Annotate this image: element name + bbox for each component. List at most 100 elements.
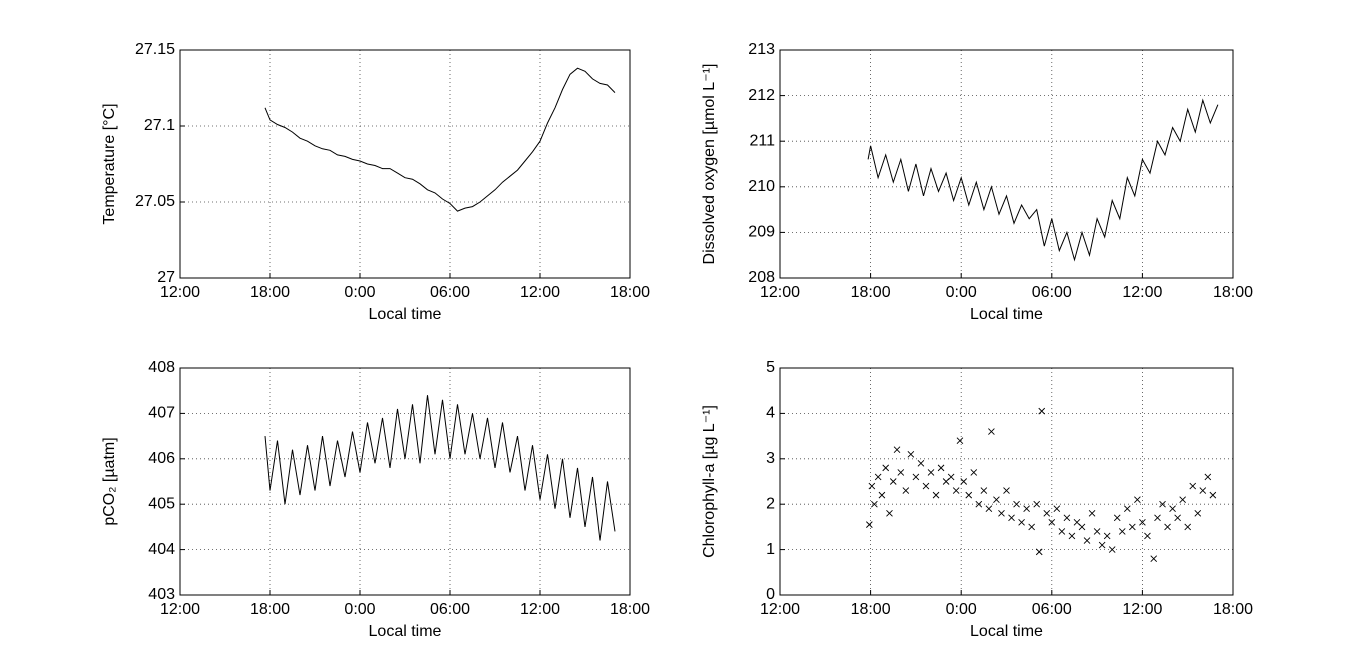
data-point	[1150, 555, 1158, 562]
y-tick-label: 5	[766, 359, 775, 376]
data-point	[1023, 505, 1030, 513]
data-point	[1068, 532, 1076, 540]
x-tick-label: 06:00	[1032, 284, 1072, 301]
x-tick-label: 0:00	[344, 284, 375, 301]
y-tick-label: 405	[148, 495, 175, 512]
data-point	[1159, 500, 1166, 508]
data-point	[970, 469, 978, 476]
x-tick-label: 18:00	[610, 284, 650, 301]
data-point	[893, 446, 901, 454]
x-tick-label: 06:00	[430, 601, 470, 618]
data-point	[878, 491, 886, 499]
axes-frame	[779, 49, 1234, 279]
data-point	[1164, 523, 1171, 531]
x-tick-label: 12:00	[520, 601, 560, 618]
data-point	[1058, 528, 1066, 535]
x-tick-label: 18:00	[610, 601, 650, 618]
data-point	[902, 487, 910, 494]
y-tick-label: 404	[148, 541, 175, 558]
x-tick-label: 18:00	[1213, 601, 1253, 618]
data-point	[1093, 528, 1101, 535]
x-axis-label: Local time	[970, 306, 1043, 323]
data-point	[980, 487, 988, 494]
data-point	[1103, 532, 1111, 540]
data-point	[1083, 537, 1091, 544]
data-point	[1018, 519, 1025, 526]
data-point	[1169, 505, 1176, 513]
y-axis-label: pCO₂ [µatm]	[101, 437, 118, 525]
data-point	[882, 464, 890, 472]
y-tick-label: 0	[766, 586, 775, 603]
data-point	[1118, 528, 1126, 535]
x-tick-label: 18:00	[851, 601, 891, 618]
x-tick-label: 0:00	[344, 601, 375, 618]
x-tick-label: 12:00	[160, 601, 200, 618]
y-tick-label: 406	[148, 450, 175, 467]
data-point	[917, 460, 925, 467]
data-point	[1144, 532, 1151, 540]
y-axis-label: Chlorophyll-a [µg L⁻¹]	[701, 405, 718, 558]
data-point	[1033, 500, 1041, 508]
y-tick-label: 407	[148, 405, 175, 422]
x-axis-label: Local time	[369, 306, 442, 323]
data-point	[998, 509, 1005, 517]
x-tick-label: 12:00	[1122, 284, 1162, 301]
data-point	[1209, 491, 1217, 499]
data-point	[1108, 546, 1116, 553]
data-point	[1028, 523, 1035, 531]
y-tick-label: 3	[766, 450, 775, 467]
y-tick-label: 209	[748, 224, 775, 241]
data-point	[897, 469, 905, 476]
data-point	[960, 478, 968, 485]
data-point	[1189, 482, 1197, 490]
data-line	[264, 395, 616, 541]
data-point	[1179, 496, 1186, 503]
data-point	[868, 482, 876, 490]
data-point	[874, 473, 882, 481]
data-point	[1194, 509, 1202, 517]
data-point	[866, 521, 873, 528]
data-point	[1204, 473, 1212, 481]
x-tick-label: 18:00	[250, 601, 290, 618]
x-tick-label: 12:00	[160, 284, 200, 301]
x-tick-label: 18:00	[1213, 284, 1253, 301]
y-axis-label: Dissolved oxygen [µmol L⁻¹]	[701, 64, 718, 265]
data-point	[889, 478, 897, 485]
data-point	[1134, 496, 1141, 503]
y-tick-label: 208	[748, 269, 775, 286]
x-tick-label: 06:00	[430, 284, 470, 301]
data-point	[965, 491, 973, 499]
data-point	[947, 473, 955, 481]
data-point	[1088, 509, 1096, 517]
data-point	[1038, 407, 1046, 415]
data-point	[952, 487, 960, 494]
axes-frame	[179, 49, 631, 279]
data-point	[1003, 487, 1010, 494]
y-tick-label: 408	[148, 359, 175, 376]
y-tick-label: 213	[748, 41, 775, 58]
x-tick-label: 18:00	[851, 284, 891, 301]
y-tick-label: 403	[148, 586, 175, 603]
data-point	[956, 437, 964, 444]
x-tick-label: 0:00	[946, 284, 977, 301]
x-tick-label: 06:00	[1032, 601, 1072, 618]
data-point	[1078, 523, 1086, 531]
y-tick-label: 2	[766, 495, 775, 512]
data-point	[1035, 548, 1043, 556]
data-point	[886, 509, 893, 517]
x-axis-label: Local time	[369, 623, 442, 640]
data-point	[985, 505, 993, 513]
data-point	[1063, 514, 1071, 522]
x-axis-label: Local time	[970, 623, 1043, 640]
data-point	[907, 450, 915, 458]
data-point	[988, 428, 995, 435]
x-tick-label: 12:00	[520, 284, 560, 301]
data-point	[1174, 514, 1181, 522]
data-point	[927, 469, 935, 476]
y-tick-label: 210	[748, 178, 775, 195]
y-tick-label: 27	[157, 269, 175, 286]
data-point	[975, 500, 983, 508]
x-tick-label: 0:00	[946, 601, 977, 618]
